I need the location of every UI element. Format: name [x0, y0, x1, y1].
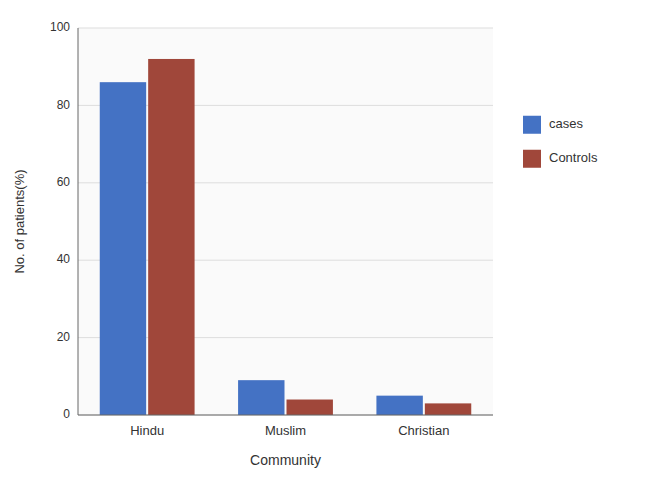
y-tick-label: 20 — [57, 330, 71, 344]
legend-swatch — [523, 116, 541, 134]
grid — [78, 28, 493, 415]
chart-svg: 0 20 40 60 80 100 Hindu Muslim Christian Communit… — [0, 0, 663, 487]
x-axis-label: Community — [250, 452, 321, 468]
page: {"chart_data": {"type": "bar", "x_label"… — [0, 0, 663, 487]
bar — [148, 59, 194, 415]
y-tick-label: 0 — [63, 407, 70, 421]
y-axis-label: No. of patients(%) — [12, 169, 27, 273]
y-axis-line — [78, 28, 79, 415]
x-tick-label: Muslim — [265, 423, 306, 438]
bar — [287, 400, 333, 415]
chart-container: 0 20 40 60 80 100 Hindu Muslim Christian Communit… — [0, 0, 663, 487]
bars — [100, 59, 472, 415]
y-tick-label: 40 — [57, 252, 71, 266]
legend-label: cases — [549, 116, 583, 131]
legend-label: Controls — [549, 150, 598, 165]
plot-background — [78, 28, 493, 415]
y-tick-label: 100 — [50, 20, 70, 34]
y-tick-label: 60 — [57, 175, 71, 189]
legend: cases Controls — [523, 116, 598, 168]
y-tick-label: 80 — [57, 98, 71, 112]
bar — [425, 403, 471, 415]
grid-line — [78, 415, 493, 416]
x-axis-line — [78, 415, 493, 416]
grid-line — [78, 28, 493, 29]
legend-swatch — [523, 150, 541, 168]
x-tick-label: Hindu — [130, 423, 164, 438]
x-tick-label: Christian — [398, 423, 449, 438]
bar — [376, 396, 422, 415]
bar — [100, 82, 146, 415]
bar — [238, 380, 284, 415]
